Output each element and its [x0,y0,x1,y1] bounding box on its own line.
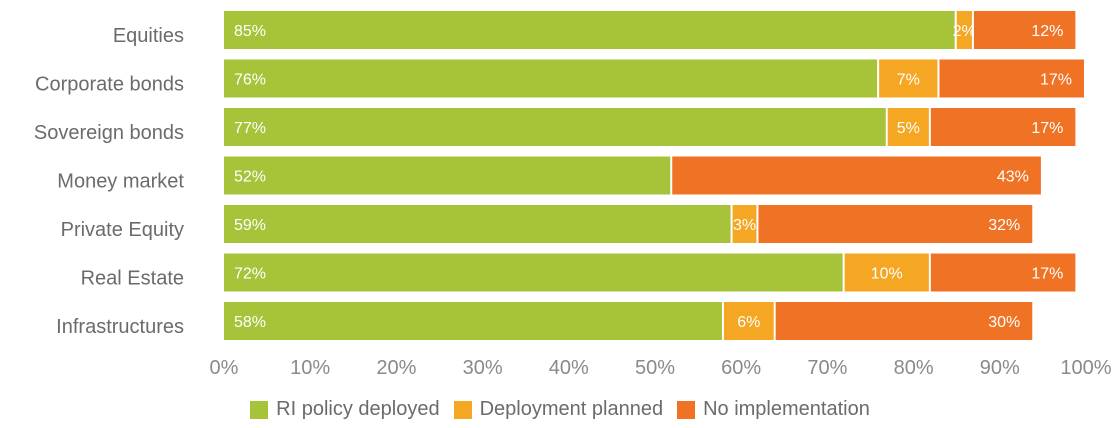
legend-label: Deployment planned [479,398,664,420]
bar-value-label: 5% [897,120,920,137]
bar-value-label: 59% [234,217,266,234]
bar-value-label: 2% [953,23,976,40]
legend-item-no-implementation: No implementation [677,398,870,421]
stacked-bar-chart: Equities Corporate bonds Sovereign bonds Mo… [34,11,1112,379]
x-tick-label: 70% [807,357,847,379]
bar-segment [224,205,731,243]
bar-value-label: 7% [897,72,920,89]
bar-segment [224,253,843,292]
bar-value-label: 85% [234,23,266,40]
x-tick-label: 90% [980,357,1020,379]
bar-value-label: 12% [1031,23,1063,40]
bar-value-label: 17% [1031,266,1063,283]
bar-segment [224,11,955,49]
legend-item-ri-policy-deployed: RI policy deployed [250,398,440,421]
bar-value-label: 77% [234,120,266,137]
category-label: Sovereign bonds [34,122,184,144]
category-label: Equities [113,25,184,47]
legend-label: RI policy deployed [276,398,440,420]
bar-value-label: 52% [234,169,266,186]
bar-value-label: 76% [234,72,266,89]
bar-segment [939,59,1084,98]
bar-value-label: 43% [997,169,1029,186]
bar-segment [224,302,722,340]
bar-segment [672,156,1041,195]
bar-segment [930,108,1076,146]
x-tick-label: 10% [290,357,330,379]
x-tick-label: 40% [549,357,589,379]
bar-segment [844,253,929,292]
bar-value-label: 58% [234,314,266,331]
x-tick-label: 0% [210,357,239,379]
bar-segment [224,59,878,98]
bar-segment [732,205,757,243]
bar-segment [758,205,1033,243]
bar-value-label: 17% [1031,120,1063,137]
category-label: Money market [57,171,184,193]
bar-segment [879,59,938,98]
legend-swatch [453,400,472,419]
category-label: Infrastructures [56,316,184,338]
bar-segment [723,302,774,340]
category-labels: Equities Corporate bonds Sovereign bonds Mo… [34,25,185,338]
x-tick-label: 100% [1060,357,1111,379]
x-axis-ticks: 0% 10% 20% 30% 40% 50% 60% 70% 80% 90% 100% [210,357,1112,379]
x-tick-label: 60% [721,357,761,379]
category-label: Private Equity [61,219,184,241]
bar-segment [956,11,972,49]
legend-swatch [677,400,696,419]
legend-swatch [250,400,269,419]
bar-value-label: 17% [1040,72,1072,89]
bar-value-label: 32% [988,217,1020,234]
bars: 85% 2% 12% 76% 7% 17% 77% 5% 17% 52% 43% 59% 3% 32% 72… [224,11,1084,340]
bar-segment [887,108,929,146]
category-label: Corporate bonds [35,74,184,96]
bar-value-label: 10% [871,266,903,283]
legend-item-deployment-planned: Deployment planned [453,398,664,421]
legend-label: No implementation [703,398,870,420]
legend: RI policy deployed Deployment planned No… [0,398,1120,421]
bar-value-label: 6% [737,314,760,331]
bar-value-label: 3% [733,217,756,234]
category-label: Real Estate [81,268,184,290]
x-tick-label: 50% [635,357,675,379]
x-tick-label: 20% [376,357,416,379]
bar-value-label: 72% [234,266,266,283]
bar-segment [930,253,1076,292]
bar-value-label: 30% [988,314,1020,331]
bar-segment [775,302,1033,340]
bar-segment [224,108,886,146]
x-tick-label: 30% [463,357,503,379]
bar-segment [224,156,671,195]
bar-segment [973,11,1076,49]
x-tick-label: 80% [894,357,934,379]
